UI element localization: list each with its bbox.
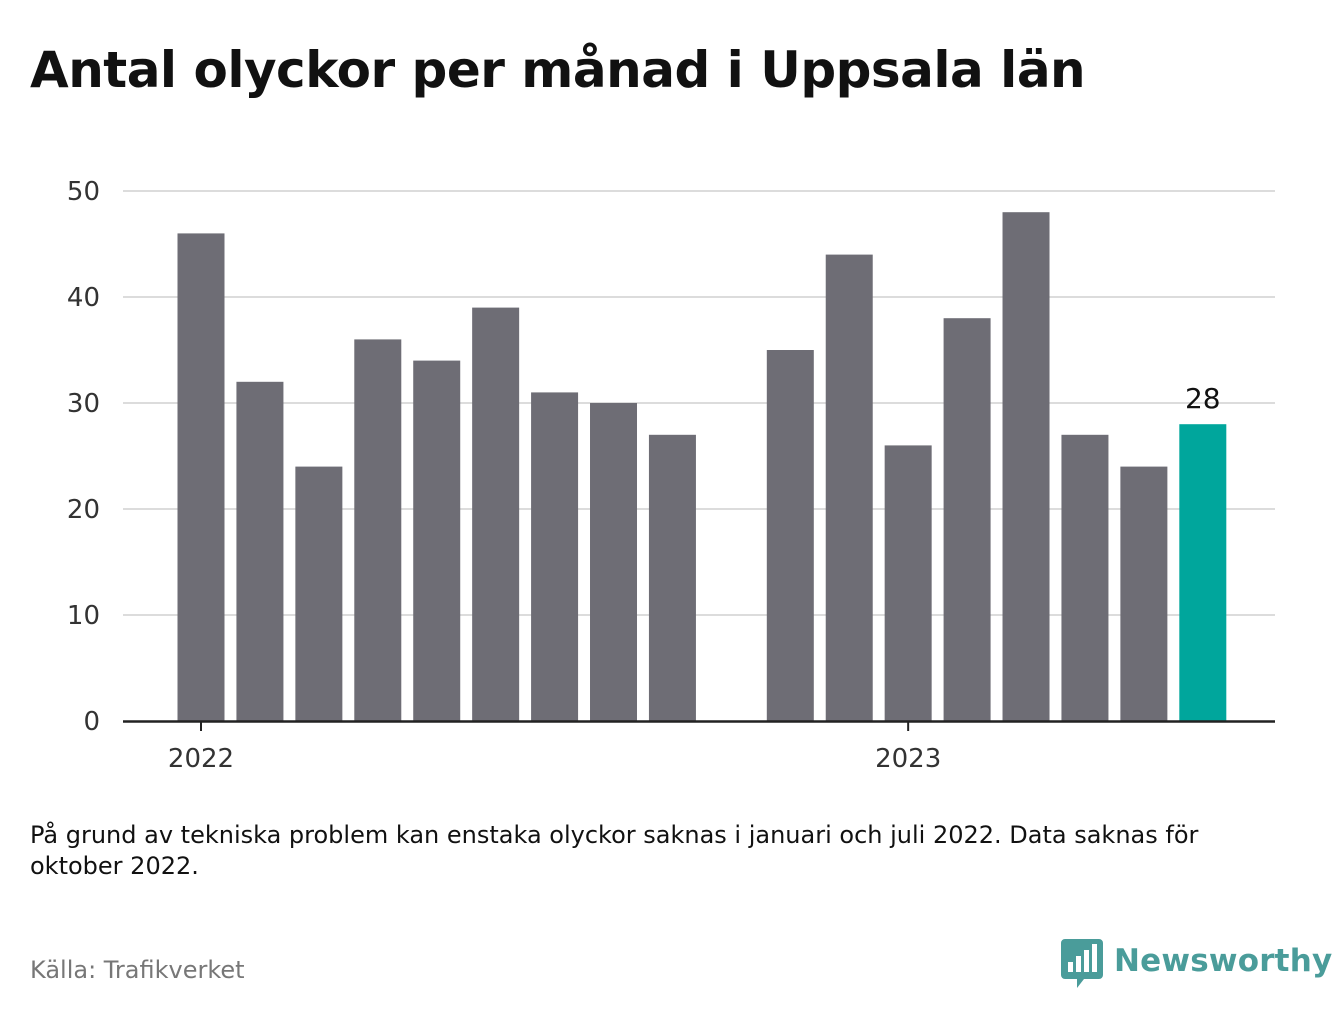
bar-2023-04 [1061,434,1109,721]
x-tick-label-2023: 2023 [875,744,941,774]
bar-2023-05 [1120,466,1168,721]
y-tick-label-40: 40 [67,283,100,313]
y-tick-label-50: 50 [67,177,100,207]
bar-2022-07 [531,392,579,721]
chart-footnote: På grund av tekniska problem kan enstaka… [30,821,1199,880]
bar-2022-08 [590,403,638,721]
newsworthy-logo-icon [1061,939,1103,988]
data-labels: 28 [1185,382,1221,415]
bar-2023-06 [1179,424,1227,721]
bar-2022-09 [648,434,696,721]
bar-2022-11 [766,350,814,721]
y-tick-label-30: 30 [67,389,100,419]
bar-2022-01 [177,233,225,721]
bar-chart: 0 10 20 30 40 50 2022 2023 28 [67,177,1275,774]
bar-2023-01 [884,445,932,721]
bar-2022-06 [472,307,520,721]
newsworthy-brand-name: Newsworthy [1114,943,1333,979]
y-tick-label-0: 0 [83,707,100,737]
bars [177,212,1227,721]
x-tick-label-2022: 2022 [168,744,234,774]
newsworthy-logo: Newsworthy [1060,938,1332,994]
source-credit: Källa: Trafikverket [30,956,245,984]
bar-2022-03 [295,466,343,721]
y-tick-label-10: 10 [67,601,100,631]
y-axis-tick-labels: 0 10 20 30 40 50 [67,177,100,737]
y-tick-label-20: 20 [67,495,100,525]
chart-title: Antal olyckor per månad i Uppsala län [30,41,1086,99]
bar-2022-04 [354,339,402,721]
x-axis: 2022 2023 [123,720,1275,774]
data-label-2023-06: 28 [1185,382,1221,415]
bar-2023-03 [1002,212,1050,721]
bar-2022-12 [825,254,873,721]
bar-2022-02 [236,381,284,721]
bar-2023-02 [943,318,991,721]
bar-2022-05 [413,360,461,721]
